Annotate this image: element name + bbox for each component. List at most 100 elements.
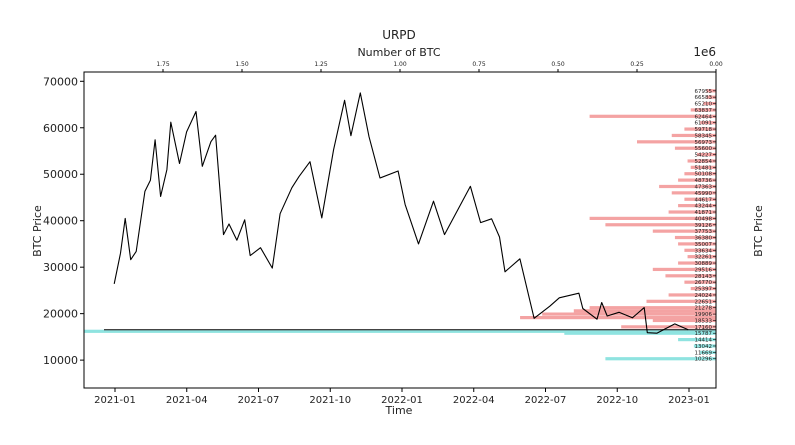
urpd-price-label: 24024 (695, 293, 713, 299)
urpd-price-label: 63837 (695, 108, 713, 114)
urpd-price-label: 29516 (695, 267, 713, 273)
urpd-bar (589, 114, 716, 118)
urpd-price-label: 62464 (695, 114, 713, 120)
urpd-bar (700, 121, 716, 125)
urpd-price-label: 50108 (695, 172, 713, 178)
urpd-price-label: 59718 (695, 127, 713, 133)
y-tick-label: 20000 (43, 308, 78, 321)
urpd-price-label: 35007 (695, 242, 713, 248)
y-tick-label: 30000 (43, 261, 78, 274)
urpd-price-label: 14414 (695, 338, 713, 344)
x-axis: 2021-01 2021-04 2021-07 2021-10 2022-01 2022-… (94, 388, 710, 406)
x2-multiplier: 1e6 (693, 45, 716, 59)
urpd-bar (684, 172, 716, 176)
y-axis-label: BTC Price (31, 205, 44, 257)
urpd-price-label: 40498 (695, 216, 713, 222)
urpd-bar (665, 274, 716, 278)
urpd-price-label: 56973 (695, 140, 713, 146)
urpd-price-label: 67955 (695, 89, 713, 95)
urpd-bar (697, 152, 716, 157)
x2-axis-label: Number of BTC (357, 46, 440, 59)
x2-tick-label: 0.25 (630, 61, 644, 68)
chart-title: URPD (382, 28, 416, 42)
urpd-bar (542, 312, 716, 316)
x-axis-label: Time (385, 404, 413, 417)
urpd-price-label: 11669 (695, 350, 713, 356)
urpd-bar (652, 229, 716, 233)
urpd-price-label: 28143 (695, 274, 713, 280)
y-tick-label: 40000 (43, 215, 78, 228)
urpd-price-label: 41871 (695, 210, 713, 216)
urpd-price-label: 65210 (695, 102, 713, 108)
urpd-bar (678, 178, 716, 182)
urpd-bar (690, 108, 716, 112)
x2-tick-label: 1.25 (314, 61, 328, 68)
urpd-bar (652, 267, 716, 272)
x-tick-label: 2023-01 (668, 395, 710, 406)
urpd-bar (706, 89, 716, 93)
urpd-bar (690, 286, 716, 291)
urpd-price-label: 32261 (695, 255, 713, 261)
y-tick-label: 70000 (43, 75, 78, 88)
urpd-bar (668, 293, 716, 297)
urpd-price-label: 17160 (695, 325, 713, 331)
urpd-bar (605, 357, 716, 361)
btc-price-line (113, 92, 689, 334)
urpd-price-label: 66583 (695, 95, 713, 101)
urpd-bar (690, 165, 716, 169)
x2-tick-label: 1.00 (393, 61, 407, 68)
urpd-price-label: 44617 (695, 197, 713, 203)
urpd-bar (674, 146, 716, 150)
urpd-price-label: 61091 (695, 121, 713, 127)
plot-frame (83, 71, 717, 389)
urpd-bar (589, 306, 716, 310)
urpd-price-label: 22651 (695, 299, 713, 305)
urpd-bar (684, 248, 716, 252)
urpd-bar (687, 159, 716, 163)
urpd-price-label: 43244 (695, 204, 713, 210)
x-tick-label: 2022-10 (596, 395, 638, 406)
urpd-bar (668, 210, 716, 214)
urpd-price-label: 10296 (695, 357, 713, 363)
urpd-bar (684, 280, 716, 284)
urpd-price-label: 36380 (695, 236, 713, 242)
urpd-bar (684, 197, 716, 201)
urpd-bar (671, 191, 716, 195)
urpd-bar (678, 242, 716, 246)
urpd-bar (678, 338, 716, 342)
urpd-bar (678, 204, 716, 208)
x2-tick-label: 0.50 (551, 61, 565, 68)
urpd-bar (84, 329, 716, 333)
urpd-bar (674, 235, 716, 240)
urpd-price-label: 48736 (695, 178, 713, 184)
urpd-bar (700, 350, 716, 354)
urpd-bar (671, 133, 716, 138)
urpd-price-label: 13042 (695, 344, 713, 350)
urpd-price-label: 15787 (695, 331, 713, 337)
y-axis: 10000 20000 30000 40000 50000 60000 70000 (43, 75, 84, 367)
x2-tick-label: 0.00 (709, 61, 723, 68)
x-tick-label: 2021-07 (238, 395, 280, 406)
y-tick-label: 60000 (43, 122, 78, 135)
urpd-price-label: 18533 (695, 318, 713, 324)
urpd-bar (652, 318, 716, 323)
x-tick-label: 2021-04 (166, 395, 208, 406)
urpd-bar (589, 216, 716, 220)
urpd-price-label: 37753 (695, 229, 713, 235)
urpd-price-labels: 1029611669130421441415787171601853319906… (695, 89, 716, 363)
urpd-bar (520, 315, 716, 320)
x-tick-label: 2022-07 (525, 395, 567, 406)
urpd-price-label: 47363 (695, 184, 713, 190)
x-tick-label: 2022-04 (453, 395, 495, 406)
urpd-price-label: 55600 (695, 146, 713, 152)
urpd-bars (84, 89, 716, 361)
urpd-price-label: 39126 (695, 223, 713, 229)
urpd-bar (703, 101, 716, 106)
urpd-price-label: 26770 (695, 280, 713, 286)
urpd-price-label: 25397 (695, 287, 713, 293)
urpd-price-label: 52854 (695, 159, 713, 165)
urpd-bar (646, 299, 716, 303)
price-series (113, 92, 689, 334)
urpd-price-label: 30889 (695, 261, 713, 267)
